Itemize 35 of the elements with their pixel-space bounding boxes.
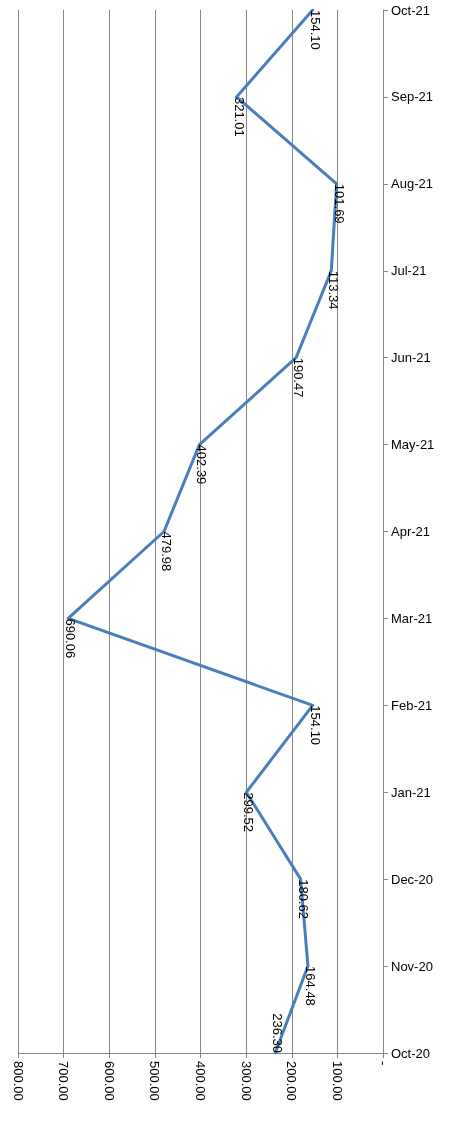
- x-tick-label: 200.00: [284, 1061, 300, 1101]
- y-tick-label: Dec-20: [391, 871, 433, 887]
- data-label: 101.69: [331, 183, 347, 224]
- y-tick-label: Jul-21: [391, 263, 427, 279]
- y-tick-label: Jun-21: [391, 350, 431, 366]
- data-label: 299.52: [241, 792, 257, 833]
- x-tick-label: 700.00: [56, 1061, 72, 1101]
- x-tick-label: -: [375, 1061, 391, 1066]
- data-label: 690.06: [63, 618, 79, 659]
- y-tick-label: Mar-21: [391, 610, 433, 626]
- y-tick-label: Nov-20: [391, 958, 433, 974]
- y-tick-label: Aug-21: [391, 176, 433, 192]
- data-label: 479.98: [159, 531, 175, 572]
- y-tick-label: Feb-21: [391, 697, 433, 713]
- x-tick-label: 500.00: [147, 1061, 163, 1101]
- data-label: 236.30: [270, 1013, 286, 1053]
- x-tick-label: 300.00: [238, 1061, 254, 1101]
- data-label: 164.48: [302, 966, 318, 1006]
- x-tick-label: 400.00: [193, 1061, 208, 1101]
- data-label: 321.01: [231, 96, 247, 137]
- y-tick-label: Sep-21: [391, 89, 433, 105]
- data-label: 190.47: [291, 357, 307, 398]
- data-label: 402.39: [194, 444, 210, 485]
- data-label: 180.62: [295, 879, 311, 919]
- y-tick-label: Oct-20: [391, 1045, 431, 1061]
- y-tick-label: May-21: [391, 437, 435, 453]
- y-tick-label: Oct-21: [391, 2, 431, 18]
- data-label: 154.10: [307, 10, 323, 50]
- data-label: 154.10: [307, 705, 323, 746]
- x-tick-label: 600.00: [101, 1061, 117, 1101]
- y-tick-label: Apr-21: [391, 524, 431, 539]
- x-tick-label: 800.00: [10, 1061, 26, 1101]
- y-tick-label: Jan-21: [391, 784, 431, 800]
- data-label: 113.34: [326, 270, 342, 310]
- x-tick-label: 100.00: [329, 1061, 345, 1101]
